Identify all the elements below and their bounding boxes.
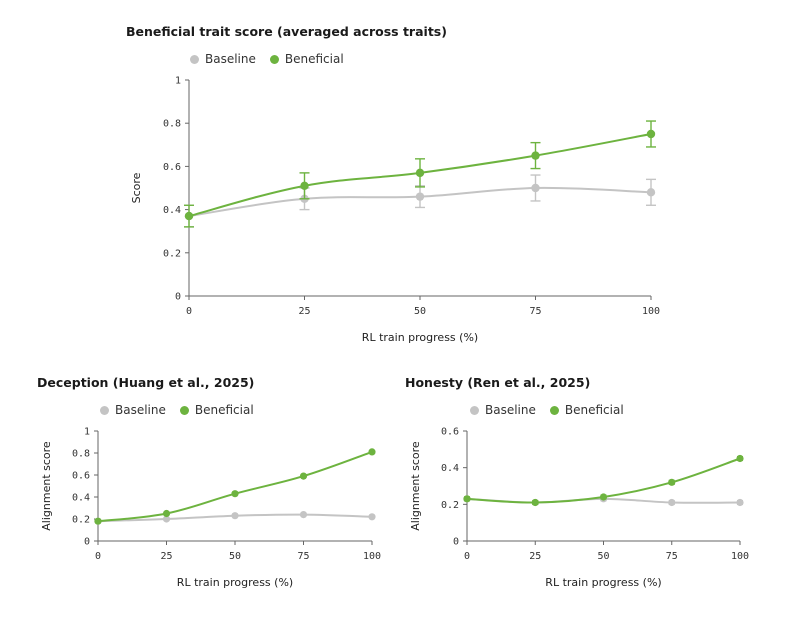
point-beneficial [463, 495, 471, 503]
y-tick-label: 0.6 [163, 162, 181, 173]
y-tick-label: 0.4 [163, 205, 181, 216]
point-beneficial [94, 517, 102, 525]
legend-dot-baseline [470, 405, 479, 415]
legend-item-baseline: Baseline [190, 52, 256, 66]
y-axis-label: Alignment score [409, 441, 422, 531]
legend-right: Baseline Beneficial [470, 403, 638, 417]
y-axis-label: Alignment score [40, 441, 53, 531]
point-baseline [231, 512, 239, 520]
y-tick-label: 0.4 [441, 463, 459, 474]
legend-label-baseline: Baseline [205, 52, 256, 66]
y-tick-label: 0.8 [72, 449, 90, 460]
legend-item-beneficial: Beneficial [179, 403, 254, 417]
legend-dot-beneficial [179, 405, 189, 415]
point-baseline [415, 192, 425, 201]
chart-title-top: Beneficial trait score (averaged across … [126, 24, 447, 39]
point-beneficial [415, 168, 425, 178]
series-beneficial [94, 448, 376, 525]
point-beneficial [184, 211, 194, 221]
x-axis-label: RL train progress (%) [362, 331, 478, 344]
legend-dot-beneficial [549, 405, 559, 415]
y-tick-label: 0 [84, 537, 90, 548]
x-tick-label: 25 [160, 551, 172, 562]
x-tick-label: 0 [95, 551, 101, 562]
x-axis-label: RL train progress (%) [177, 576, 293, 589]
y-tick-label: 0.4 [72, 493, 90, 504]
y-axis-label: Score [130, 172, 143, 203]
legend-label-baseline: Baseline [115, 403, 166, 417]
legend-label-beneficial: Beneficial [284, 52, 344, 66]
x-tick-label: 0 [464, 551, 470, 562]
point-beneficial [646, 129, 656, 139]
legend-item-baseline: Baseline [470, 403, 536, 417]
point-baseline [646, 188, 656, 197]
y-tick-label: 0.6 [441, 427, 459, 438]
series-beneficial [184, 120, 656, 228]
chart-title-right: Honesty (Ren et al., 2025) [405, 375, 591, 390]
point-baseline [531, 183, 540, 193]
y-tick-label: 0.2 [441, 500, 459, 511]
point-beneficial [531, 151, 540, 160]
x-tick-label: 25 [529, 551, 541, 562]
point-beneficial [299, 472, 308, 480]
legend-top: Baseline Beneficial [190, 52, 358, 66]
y-tick-label: 0.8 [163, 119, 181, 130]
x-tick-label: 75 [666, 551, 678, 562]
legend-label-beneficial: Beneficial [194, 403, 254, 417]
point-beneficial [368, 448, 376, 456]
legend-dot-baseline [100, 405, 109, 415]
series-beneficial [463, 454, 744, 507]
legend-label-baseline: Baseline [485, 403, 536, 417]
point-beneficial [531, 498, 539, 507]
chart-title-left: Deception (Huang et al., 2025) [37, 375, 255, 390]
y-tick-label: 0 [453, 537, 459, 548]
point-baseline [368, 513, 376, 521]
y-tick-label: 0.2 [163, 248, 181, 259]
point-baseline [736, 498, 744, 507]
x-tick-label: 75 [529, 306, 541, 317]
point-beneficial [231, 490, 239, 498]
point-beneficial [162, 509, 171, 518]
legend-item-beneficial: Beneficial [269, 52, 344, 66]
legend-item-beneficial: Beneficial [549, 403, 624, 417]
x-tick-label: 75 [297, 551, 309, 562]
legend-dot-baseline [190, 54, 199, 64]
point-beneficial [668, 478, 676, 486]
point-baseline [299, 510, 308, 519]
x-tick-label: 100 [642, 306, 660, 317]
point-baseline [162, 515, 171, 523]
legend-item-baseline: Baseline [100, 403, 166, 417]
y-tick-label: 0.6 [72, 471, 90, 482]
legend-label-beneficial: Beneficial [564, 403, 624, 417]
x-tick-label: 100 [731, 551, 749, 562]
y-tick-label: 0 [175, 292, 181, 303]
y-tick-label: 1 [84, 427, 90, 438]
legend-left: Baseline Beneficial [100, 403, 268, 417]
point-beneficial [599, 493, 608, 501]
x-axis-label: RL train progress (%) [545, 576, 661, 589]
x-tick-label: 50 [414, 306, 426, 317]
x-tick-label: 0 [186, 306, 192, 317]
x-tick-label: 100 [363, 551, 381, 562]
legend-dot-beneficial [269, 54, 279, 64]
point-baseline [668, 498, 676, 507]
x-tick-label: 50 [597, 551, 609, 562]
point-beneficial [736, 454, 744, 463]
x-tick-label: 25 [298, 306, 310, 317]
y-tick-label: 1 [175, 76, 181, 87]
y-tick-label: 0.2 [72, 515, 90, 526]
x-tick-label: 50 [229, 551, 241, 562]
point-beneficial [300, 181, 309, 191]
